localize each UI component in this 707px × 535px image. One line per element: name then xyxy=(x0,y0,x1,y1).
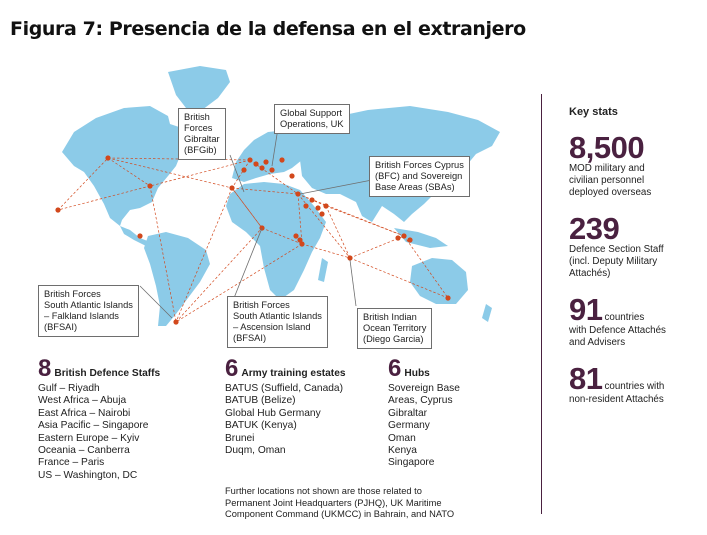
list-item: France – Paris xyxy=(38,457,105,469)
hubs-count: 6 xyxy=(388,355,402,382)
training-estates-list: 6 Army training estates BATUS (Suffield,… xyxy=(225,357,346,457)
footnote: Further locations not shown are those re… xyxy=(225,486,455,519)
hubs-label: Hubs xyxy=(404,368,430,379)
divider xyxy=(541,94,542,514)
list-item: BATUB (Belize) xyxy=(225,395,296,407)
list-item: Oman xyxy=(388,432,416,444)
stat-nonresident-countries: 81 countries with non-resident Attachés xyxy=(569,361,665,405)
world-map xyxy=(55,66,500,326)
list-item: BATUK (Kenya) xyxy=(225,420,297,432)
list-item: Brunei xyxy=(225,432,255,444)
stat-number: 239 xyxy=(569,211,620,246)
callout-indian-ocean: British Indian Ocean Territory (Diego Ga… xyxy=(357,308,433,349)
north-america xyxy=(62,106,186,226)
defence-staffs-count: 8 xyxy=(38,355,52,382)
callout-global-support: Global Support Operations, UK xyxy=(274,104,350,134)
list-item: Global Hub Germany xyxy=(225,407,321,419)
list-item: East Africa – Nairobi xyxy=(38,407,131,419)
list-item: Germany xyxy=(388,420,430,432)
callout-ascension: British Forces South Atlantic Islands – … xyxy=(227,296,328,348)
callout-leaders xyxy=(139,127,373,319)
training-estates-count: 6 xyxy=(225,355,239,382)
list-item: Gibraltar xyxy=(388,407,428,419)
list-item: Areas, Cyprus xyxy=(388,395,453,407)
greenland xyxy=(168,66,230,110)
central-america xyxy=(120,226,150,246)
uk xyxy=(244,148,256,164)
europe xyxy=(232,130,320,182)
hubs-list: 6 Hubs Sovereign Base Areas, Cyprus Gibr… xyxy=(388,357,460,470)
list-item: Asia Pacific – Singapore xyxy=(38,420,149,432)
se-asia xyxy=(394,228,448,248)
location-dots xyxy=(55,155,451,325)
key-stats-heading: Key stats xyxy=(569,106,618,118)
stat-mod-personnel: 8,500 MOD military and civilian personne… xyxy=(569,132,704,199)
list-item: Kenya xyxy=(388,445,417,457)
list-item: Sovereign Base xyxy=(388,383,460,394)
defence-staffs-label: British Defence Staffs xyxy=(54,368,161,379)
defence-staffs-list: 8 British Defence Staffs Gulf – Riyadh W… xyxy=(38,357,160,482)
stat-section-staff: 239 Defence Section Staff (incl. Deputy … xyxy=(569,213,704,280)
list-item: US – Washington, DC xyxy=(38,469,138,481)
callout-gibraltar: British Forces Gibraltar (BFGib) xyxy=(178,108,226,160)
stat-number: 91 xyxy=(569,292,603,327)
stat-number: 81 xyxy=(569,361,603,396)
list-item: Duqm, Oman xyxy=(225,445,286,457)
new-zealand xyxy=(482,304,492,322)
page-title: Figura 7: Presencia de la defensa en el … xyxy=(10,18,526,40)
list-item: BATUS (Suffield, Canada) xyxy=(225,383,343,394)
australia xyxy=(410,258,468,304)
list-item: Oceania – Canberra xyxy=(38,445,130,457)
list-item: Gulf – Riyadh xyxy=(38,383,100,394)
stat-number: 8,500 xyxy=(569,130,645,165)
south-america xyxy=(144,232,210,326)
training-estates-label: Army training estates xyxy=(241,368,346,379)
madagascar xyxy=(318,258,328,282)
stat-attache-countries: 91 countries with Defence Attachés and A… xyxy=(569,292,666,348)
list-item: West Africa – Abuja xyxy=(38,395,127,407)
callout-cyprus: British Forces Cyprus (BFC) and Sovereig… xyxy=(369,156,470,197)
list-item: Singapore xyxy=(388,457,435,469)
africa xyxy=(226,182,326,300)
list-item: Eastern Europe – Kyiv xyxy=(38,432,140,444)
callout-falklands: British Forces South Atlantic Islands – … xyxy=(38,285,139,337)
key-stats-panel: Key stats 8,500 MOD military and civilia… xyxy=(569,106,704,420)
